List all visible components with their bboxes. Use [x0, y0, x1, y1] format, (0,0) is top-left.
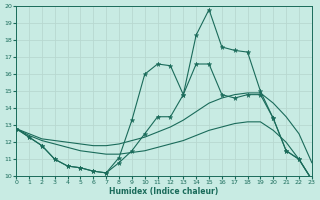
- X-axis label: Humidex (Indice chaleur): Humidex (Indice chaleur): [109, 187, 219, 196]
